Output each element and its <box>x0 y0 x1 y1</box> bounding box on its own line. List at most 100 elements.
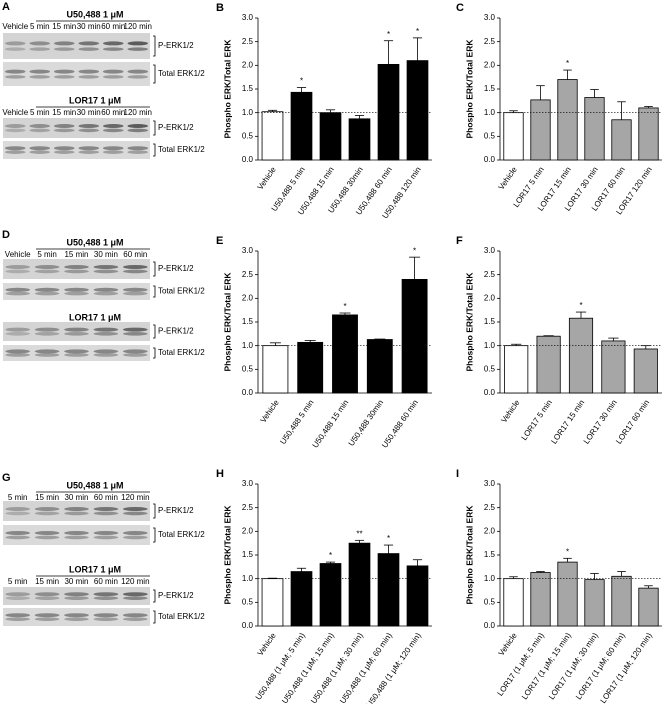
blot-band <box>34 592 60 597</box>
x-tick-label: LOR17 (1 μM; 60 min) <box>574 631 627 701</box>
blot-band <box>5 592 31 597</box>
bar <box>348 542 371 627</box>
blot-band <box>53 128 75 133</box>
bracket <box>153 143 156 157</box>
x-tick-label: U50,488 60 min <box>380 398 420 449</box>
blot-band <box>102 150 124 154</box>
bar <box>557 79 578 161</box>
y-tick-label: 0.0 <box>242 621 254 630</box>
y-axis-label: Phospho ERK/Total ERK <box>464 272 474 372</box>
x-tick-label: U50,488 5 min <box>278 398 315 446</box>
bar <box>332 314 358 394</box>
bar <box>401 278 428 394</box>
y-tick-label: 0.5 <box>242 131 254 140</box>
bar <box>611 119 632 161</box>
blot-band <box>93 287 119 292</box>
blot-band <box>34 531 60 535</box>
blot-band <box>122 592 148 597</box>
blot-band <box>53 41 75 46</box>
blot-band <box>29 124 51 128</box>
x-tick-label: Vehicle <box>497 165 519 192</box>
y-tick-label: 0.5 <box>242 597 254 606</box>
x-tick-label: U50,488 30min <box>347 398 385 448</box>
bracket <box>153 261 156 277</box>
blot-band <box>102 47 124 51</box>
significance-mark: * <box>413 246 416 255</box>
blot-band <box>4 128 26 133</box>
blot-band <box>34 353 60 357</box>
blot-band <box>78 146 100 151</box>
row-label: Total ERK1/2 <box>158 145 205 154</box>
panel-letter: F <box>456 235 463 247</box>
x-tick-label: U50,488 (1 μM; 60 min) <box>338 631 394 704</box>
x-tick-label: LOR17 (1 μM; 15 min) <box>520 631 573 701</box>
bracket <box>153 35 156 57</box>
significance-mark: ** <box>356 529 362 538</box>
lane-label: 60 min <box>123 250 147 259</box>
y-tick-label: 0.0 <box>484 155 496 164</box>
blot-band <box>93 327 119 332</box>
bar <box>568 317 594 394</box>
blot-band <box>5 531 31 535</box>
y-tick-label: 2.5 <box>242 503 254 512</box>
blot-band <box>93 265 119 269</box>
blot-band <box>93 535 119 540</box>
blot-band <box>122 287 148 292</box>
lane-label: 5 min <box>30 108 50 117</box>
blot-band <box>102 75 124 79</box>
significance-mark: * <box>416 27 419 36</box>
x-tick-label: U50,488 15 min <box>311 398 351 449</box>
blot-band <box>122 291 148 296</box>
blot-band <box>5 535 31 540</box>
y-axis-label: Phospho ERK/Total ERK <box>464 39 474 139</box>
y-tick-label: 3.0 <box>242 479 254 488</box>
x-tick-label: LOR17 (1 μM; 30 min) <box>547 631 600 701</box>
bracket <box>153 610 156 624</box>
blot-band <box>93 531 119 535</box>
blot-strip <box>3 33 150 59</box>
blot-band <box>5 353 31 357</box>
blot-band <box>53 124 75 128</box>
lane-label: 30 min <box>64 493 88 502</box>
blot-band <box>34 331 60 336</box>
blot-band <box>93 617 119 621</box>
blot-band <box>78 128 100 133</box>
blot-band <box>102 41 124 46</box>
blot-band <box>4 69 26 74</box>
bar <box>601 340 626 394</box>
blot-band <box>64 353 89 357</box>
significance-mark: * <box>387 30 390 39</box>
bracket <box>153 503 156 519</box>
blot-band <box>34 269 60 274</box>
blot-band <box>78 75 100 79</box>
row-label: P-ERK1/2 <box>158 506 194 515</box>
x-tick-label: Vehicle <box>497 631 519 658</box>
treatment-label: LOR17 1 μM <box>69 564 121 574</box>
blot-band <box>64 265 89 269</box>
lane-label: 120 min <box>124 108 152 117</box>
y-axis-label: Phospho ERK/Total ERK <box>222 272 232 372</box>
row-label: P-ERK1/2 <box>158 264 194 273</box>
y-tick-label: 2.0 <box>242 60 254 69</box>
significance-mark: * <box>387 534 390 543</box>
y-tick-label: 1.0 <box>484 108 496 117</box>
blot-band <box>78 150 100 154</box>
blot-band <box>5 507 31 511</box>
blot-band <box>102 146 124 151</box>
bar <box>530 572 551 627</box>
panel-letter: E <box>216 235 223 247</box>
bar <box>319 112 342 161</box>
y-tick-label: 1.5 <box>242 84 254 93</box>
significance-mark: * <box>300 77 303 86</box>
blot-band <box>53 69 75 74</box>
y-tick-label: 1.5 <box>242 317 254 326</box>
lane-label: 5 min <box>37 250 57 259</box>
lane-label: 120 min <box>124 22 152 31</box>
blot-band <box>93 353 119 357</box>
blot-band <box>34 511 60 516</box>
blot-band <box>5 596 31 600</box>
x-tick-label: U50,488 (1 μM; 15 min) <box>280 631 336 704</box>
lane-label: 30 min <box>77 22 101 31</box>
